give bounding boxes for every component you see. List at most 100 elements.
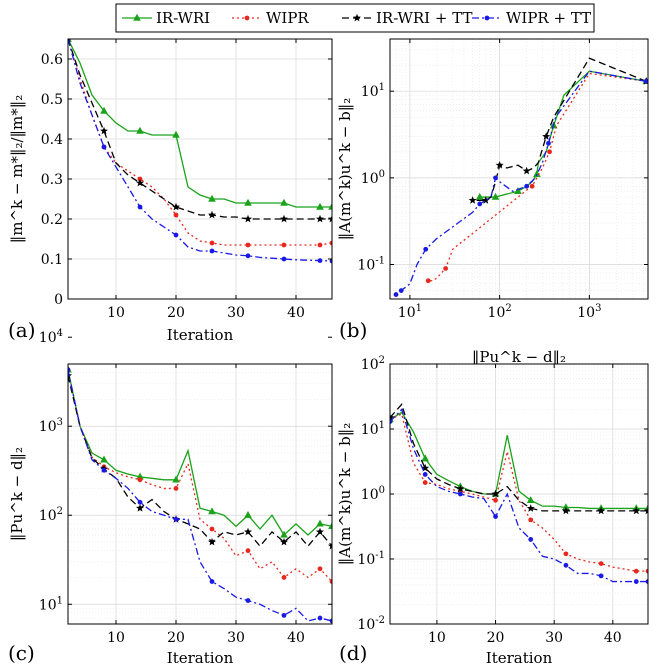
x-tick-label: 40 — [604, 630, 622, 646]
series-line-wipr-tt — [68, 369, 332, 622]
data-point — [645, 579, 648, 584]
y-tick-label: 101 — [361, 82, 385, 100]
data-point — [645, 568, 648, 574]
panel-c: 101 102 103 104 10 20 30 40 Iteration ‖Pu^k − d‖₂… — [8, 328, 333, 667]
data-point — [244, 198, 252, 206]
legend-marker — [484, 15, 490, 21]
data-point — [280, 530, 288, 538]
x-tick-label: 10 — [107, 630, 125, 646]
data-point — [514, 187, 522, 194]
data-point — [208, 537, 216, 546]
data-point — [209, 526, 215, 532]
data-point — [563, 562, 569, 568]
series-line-wipr — [68, 39, 332, 246]
x-tick-label: 103 — [577, 303, 601, 321]
data-point — [281, 242, 287, 248]
data-point — [493, 514, 498, 519]
data-point — [529, 183, 535, 189]
data-point — [281, 256, 287, 262]
series-line-ir-wri-tt — [68, 39, 332, 220]
data-point — [329, 240, 332, 246]
data-point — [422, 472, 428, 477]
data-point — [425, 278, 431, 284]
data-point — [100, 455, 108, 463]
series-line-wipr — [390, 413, 648, 572]
data-point — [316, 519, 324, 527]
x-tick-label: 10 — [428, 630, 446, 646]
grid — [390, 363, 648, 625]
data-point — [317, 242, 323, 248]
data-point — [100, 126, 108, 135]
x-tick-label: 10 — [107, 305, 125, 321]
legend-label: IR-WRI — [156, 9, 210, 27]
data-point — [643, 78, 648, 84]
data-point — [208, 194, 216, 202]
data-point — [644, 506, 648, 515]
series-line-wipr-tt — [395, 70, 647, 296]
data-point — [280, 198, 288, 206]
data-point — [100, 106, 108, 114]
series-group — [390, 402, 648, 584]
data-point — [173, 212, 179, 218]
axes-box — [67, 363, 333, 625]
legend-label: WIPR — [266, 9, 309, 27]
data-point — [633, 568, 639, 574]
data-point — [563, 551, 569, 557]
x-axis-label: ‖Pu^k − d‖₂ — [472, 348, 566, 366]
data-point — [245, 598, 251, 603]
y-axis-label: ‖A(m^k)u^k − b‖₂ — [336, 98, 354, 240]
y-tick-label: 0.5 — [41, 92, 63, 108]
data-point — [244, 527, 252, 536]
data-point — [317, 566, 323, 572]
legend-label: IR-WRI + TT — [376, 9, 473, 27]
series-line-wipr — [68, 369, 332, 582]
data-point — [209, 240, 215, 246]
data-point — [173, 516, 179, 522]
data-point — [633, 579, 639, 584]
data-point — [208, 507, 216, 515]
panel-d: 10-2 10-1 100 101 102 10 20 30 40 Iteration ‖A(m^k… — [336, 355, 649, 667]
data-point — [329, 618, 332, 624]
data-point — [491, 192, 500, 200]
data-point — [208, 210, 216, 219]
y-tick-label: 103 — [39, 417, 63, 435]
data-point — [137, 477, 143, 483]
data-point — [136, 178, 144, 187]
grid — [68, 39, 332, 300]
legend-marker — [244, 15, 250, 21]
y-axis-label: ‖Pu^k − d‖₂ — [8, 447, 26, 541]
data-point — [172, 130, 180, 138]
data-point — [443, 266, 449, 271]
data-point — [68, 39, 71, 42]
x-tick-label: 20 — [167, 630, 185, 646]
data-point — [456, 484, 465, 493]
x-tick-label: 30 — [227, 305, 245, 321]
series-line-ir-wri — [68, 39, 332, 208]
y-tick-label: 101 — [361, 420, 385, 438]
data-point — [328, 522, 332, 530]
y-axis-label: ‖A(m^k)u^k − b‖₂ — [336, 423, 354, 565]
data-point — [526, 504, 535, 512]
data-point — [280, 214, 288, 223]
series-group — [68, 39, 332, 264]
legend-label: WIPR + TT — [506, 9, 591, 27]
data-point — [398, 288, 404, 294]
y-tick-label: 0 — [54, 292, 63, 308]
series-group — [393, 57, 648, 297]
y-axis-label: ‖m^k − m*‖₂/‖m*‖₂ — [8, 95, 26, 244]
data-point — [561, 506, 570, 515]
data-point — [101, 467, 107, 473]
x-axis-label: Iteration — [167, 649, 234, 667]
data-point — [68, 371, 72, 380]
y-tick-label: 10-1 — [357, 256, 385, 274]
y-tick-label: 0.4 — [41, 132, 63, 148]
data-point — [280, 537, 288, 546]
data-point — [281, 575, 287, 580]
data-point — [522, 166, 531, 175]
x-tick-label: 102 — [488, 303, 512, 321]
data-point — [329, 579, 332, 584]
panel-label: (b) — [339, 318, 367, 342]
data-point — [421, 454, 429, 462]
legend-marker — [353, 13, 361, 22]
data-point — [172, 475, 180, 483]
